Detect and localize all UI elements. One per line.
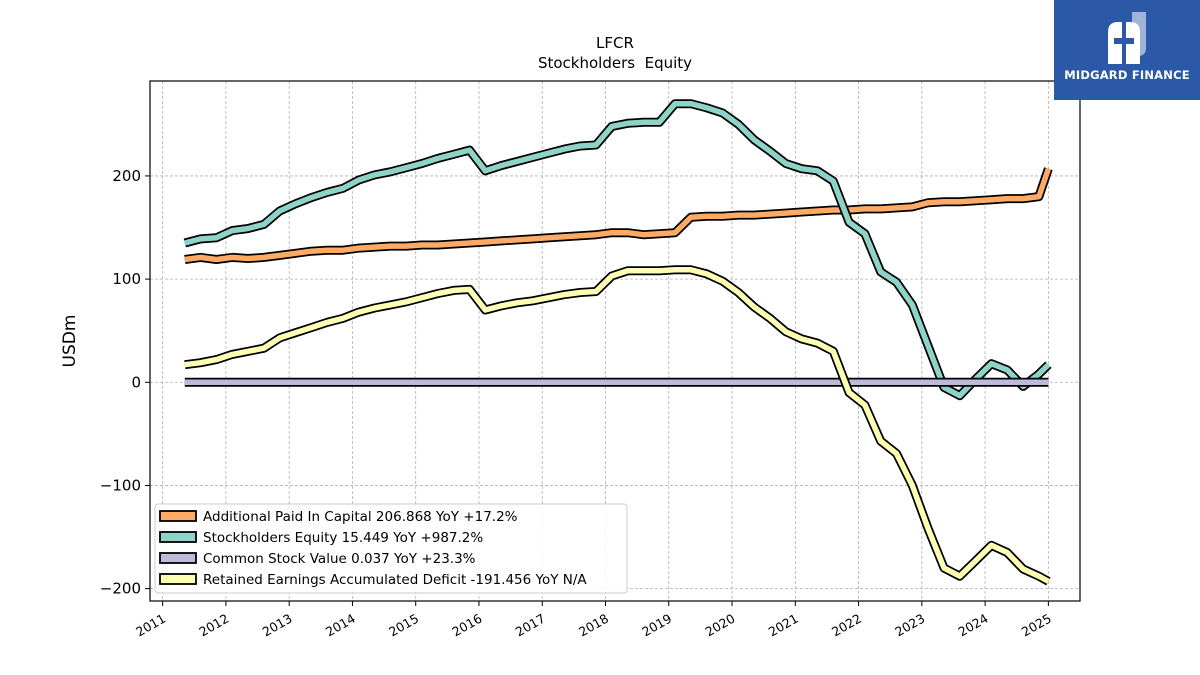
x-tick-label: 2022	[829, 611, 864, 640]
chart-subtitle: Stockholders Equity	[538, 54, 692, 72]
chart-title: LFCR	[596, 34, 634, 52]
x-tick-label: 2012	[196, 611, 231, 640]
x-tick-label: 2018	[576, 611, 611, 640]
x-tick-label: 2025	[1019, 611, 1054, 640]
x-tick-label: 2017	[513, 611, 548, 640]
y-axis-label: USDm	[60, 315, 80, 368]
legend-label: Retained Earnings Accumulated Deficit -1…	[203, 572, 587, 588]
x-tick-label: 2014	[323, 611, 358, 640]
plot-frame	[149, 80, 1081, 602]
legend-swatch	[159, 510, 197, 522]
legend-swatch	[159, 531, 197, 543]
series-line-1	[184, 100, 1051, 399]
y-tick-label: 100	[112, 270, 141, 288]
series-line-0	[184, 167, 1052, 263]
series-outline-0	[184, 167, 1053, 264]
x-tick-label: 2013	[260, 611, 295, 640]
x-tick-label: 2024	[956, 611, 991, 640]
x-tick-label: 2016	[449, 611, 484, 640]
x-tick-label: 2011	[133, 611, 168, 640]
x-tick-label: 2019	[639, 611, 674, 640]
y-tick-label: 200	[112, 167, 141, 185]
legend-swatch	[159, 573, 197, 585]
legend-label: Additional Paid In Capital 206.868 YoY +…	[203, 509, 518, 525]
y-tick-label: −200	[100, 580, 141, 598]
y-tick-label: −100	[100, 476, 141, 494]
legend-label: Common Stock Value 0.037 YoY +23.3%	[203, 551, 476, 567]
x-tick-label: 2015	[386, 611, 421, 640]
x-tick-label: 2023	[892, 611, 927, 640]
brand-mark-icon	[1108, 12, 1146, 64]
x-tick-label: 2020	[702, 611, 737, 640]
legend-label: Stockholders Equity 15.449 YoY +987.2%	[203, 530, 483, 546]
brand-name: MIDGARD FINANCE	[1064, 68, 1190, 82]
brand-logo: MIDGARD FINANCE	[1054, 0, 1200, 100]
x-tick-label: 2021	[766, 611, 801, 640]
legend: Additional Paid In Capital 206.868 YoY +…	[154, 503, 628, 594]
legend-box	[154, 503, 628, 594]
x-axis-ticks: 2011 2012 2013 2014 2015 2016 2017 2018 2019 2020…	[133, 601, 1054, 640]
y-tick-label: 0	[131, 373, 141, 391]
series-lines	[183, 99, 1053, 586]
legend-swatch	[159, 552, 197, 564]
series-line-3	[184, 267, 1050, 584]
y-axis-ticks: −200 −100 0 100 200	[100, 167, 150, 598]
